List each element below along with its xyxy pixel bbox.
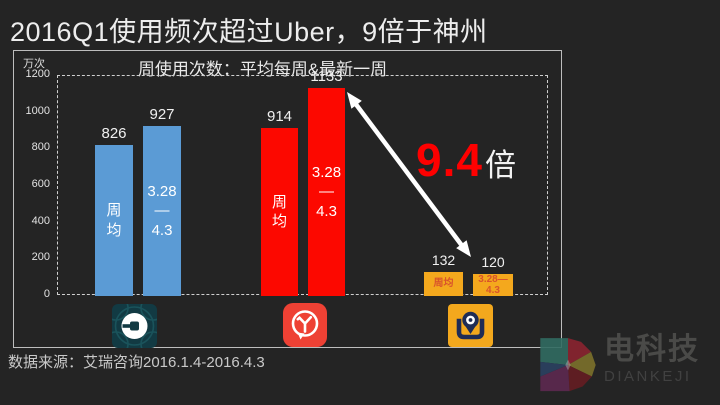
bar-value-label: 826 [101, 125, 127, 142]
shenzhou-app-icon [448, 304, 493, 347]
bar-滴滴出行-周均: 周均 [261, 128, 298, 296]
bar-inner-label: 周均 [433, 278, 454, 290]
bar-inner-label: 周均 [271, 193, 287, 231]
y-axis-tick: 600 [31, 178, 50, 190]
brand-logo: 电科技 DIANKEJI [538, 328, 700, 402]
y-axis-tick: 200 [31, 251, 50, 264]
bar-value-label: 914 [266, 108, 293, 125]
bar-滴滴出行-3.28—4.3: 3.28—4.3 [308, 88, 345, 296]
bar-inner-label: 周均 [106, 202, 122, 239]
brand-name-cn: 电科技 [604, 333, 700, 366]
bar-value-label: 1133 [310, 68, 343, 85]
bar-Uber-周均: 周均 [95, 145, 133, 296]
brand-name-en: DIANKEJI [604, 367, 692, 385]
uber-app-icon [112, 304, 157, 348]
didi-app-icon [283, 303, 327, 347]
bar-Uber-3.28—4.3: 3.28—4.3 [143, 126, 181, 296]
y-axis-unit-label: 万次 [23, 58, 45, 70]
bar-神州专车-周均: 周均 [424, 272, 463, 296]
multiplier-value: 9.4 [416, 134, 483, 186]
diankeji-d-icon [540, 338, 596, 392]
bar-inner-label: 3.28—4.3 [311, 163, 342, 220]
y-axis-tick: 1200 [25, 68, 50, 80]
bar-value-label: 927 [149, 106, 175, 123]
slide-title: 2016Q1使用频次超过Uber，9倍于神州 [10, 17, 488, 47]
multiplier-suffix: 倍 [484, 148, 516, 183]
bar-value-label: 120 [481, 254, 505, 270]
source-note: 数据来源：艾瑞咨询2016.1.4-2016.4.3 [8, 354, 265, 371]
chart-panel [13, 50, 562, 348]
bar-inner-label: 3.28—4.3 [147, 182, 177, 239]
bar-value-label: 132 [431, 252, 456, 268]
plot-area [57, 75, 548, 295]
multiplier-annotation: 9.4 倍 [416, 133, 516, 187]
y-axis-tick: 400 [31, 214, 50, 227]
bar-神州专车-3.28—4.3: 3.28— 4.3 [473, 274, 513, 296]
y-axis-tick: 800 [31, 141, 50, 154]
y-axis-tick: 1000 [25, 104, 50, 117]
bar-inner-label: 3.28—4.3 [478, 273, 508, 297]
y-axis-tick: 0 [43, 288, 50, 300]
chart-title: 周使用次数：平均每周&最新一周 [137, 60, 388, 79]
